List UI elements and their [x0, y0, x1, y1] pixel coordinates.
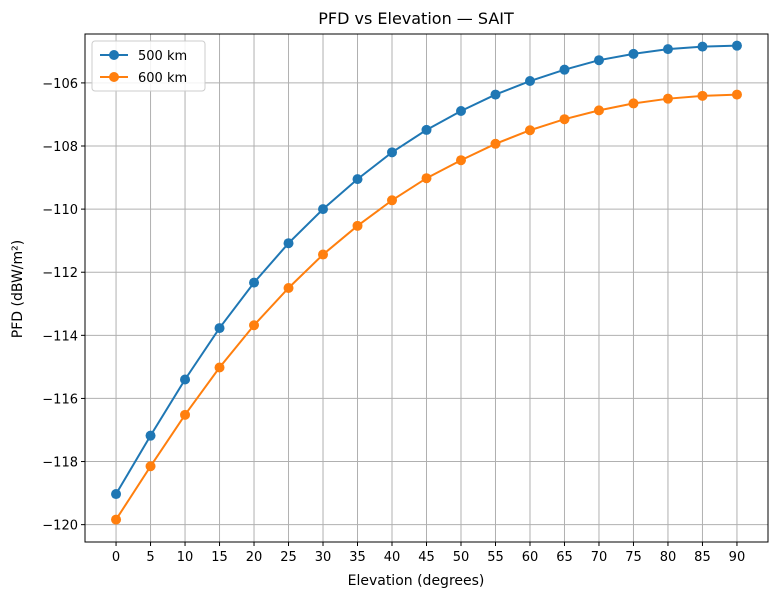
data-point	[593, 105, 604, 116]
data-point	[524, 125, 535, 136]
x-tick-label: 35	[349, 550, 366, 565]
x-tick-label: 20	[246, 550, 263, 565]
data-point	[318, 249, 329, 260]
x-tick-label: 10	[177, 550, 194, 565]
data-point	[145, 430, 156, 441]
legend-box	[91, 40, 206, 92]
data-point	[662, 93, 673, 104]
data-point	[559, 64, 570, 75]
series-600-km	[111, 89, 742, 525]
data-point	[421, 124, 432, 135]
x-tick-label: 80	[660, 550, 677, 565]
x-tick-label: 55	[487, 550, 504, 565]
y-tick-label: −120	[42, 519, 78, 534]
axis-ticks: 0 5 10 15 20 25 30 35 40 45 50 55 60 65 70 75 80 85 90 −120…	[42, 77, 745, 565]
data-point	[283, 238, 294, 249]
series-500-km	[111, 40, 742, 500]
x-tick-label: 5	[146, 550, 154, 565]
y-tick-label: −108	[42, 140, 78, 155]
data-point	[490, 89, 501, 100]
data-point	[662, 44, 673, 55]
data-point	[111, 514, 122, 525]
data-point	[180, 409, 191, 420]
data-point	[731, 40, 742, 51]
grid-lines	[85, 34, 768, 542]
data-point	[214, 362, 225, 373]
legend-marker	[109, 50, 119, 60]
data-point	[249, 277, 260, 288]
x-tick-label: 60	[522, 550, 539, 565]
legend-marker	[109, 72, 119, 82]
x-tick-label: 40	[384, 550, 401, 565]
y-tick-label: −118	[42, 456, 78, 471]
x-tick-label: 85	[694, 550, 711, 565]
data-point	[214, 323, 225, 334]
data-point	[111, 489, 122, 500]
data-point	[249, 320, 260, 331]
data-point	[387, 195, 398, 206]
y-tick-label: −106	[42, 77, 78, 92]
x-tick-label: 30	[315, 550, 332, 565]
data-point	[352, 174, 363, 185]
data-point	[283, 283, 294, 293]
x-tick-label: 70	[591, 550, 608, 565]
legend: 500 km 600 km	[91, 40, 206, 92]
data-point	[628, 98, 639, 109]
legend-label: 500 km	[138, 49, 187, 64]
y-tick-label: −112	[42, 266, 78, 281]
x-tick-label: 65	[556, 550, 573, 565]
data-point	[180, 374, 191, 385]
data-point	[697, 90, 708, 101]
data-point	[145, 461, 156, 472]
x-axis-label: Elevation (degrees)	[348, 573, 485, 589]
data-point	[421, 173, 432, 184]
x-tick-label: 75	[625, 550, 642, 565]
data-point	[628, 48, 639, 59]
data-point	[387, 147, 398, 158]
x-tick-label: 90	[729, 550, 746, 565]
data-point	[731, 89, 742, 100]
data-point	[318, 204, 329, 215]
x-tick-label: 15	[211, 550, 228, 565]
x-tick-label: 0	[112, 550, 120, 565]
chart-title: PFD vs Elevation — SAIT	[318, 9, 514, 28]
data-point	[593, 55, 604, 66]
data-point	[524, 76, 535, 87]
data-point	[490, 138, 501, 149]
data-point	[559, 114, 570, 125]
data-point	[352, 220, 363, 231]
data-point	[697, 41, 708, 52]
legend-label: 600 km	[138, 71, 187, 86]
data-point	[455, 105, 466, 116]
series-layer	[111, 40, 742, 525]
x-tick-label: 50	[453, 550, 470, 565]
data-point	[455, 155, 466, 166]
y-tick-label: −114	[42, 329, 78, 344]
y-axis-label: PFD (dBW/m²)	[10, 240, 26, 338]
y-tick-label: −116	[42, 392, 78, 407]
x-tick-label: 45	[418, 550, 435, 565]
x-tick-label: 25	[280, 550, 297, 565]
y-tick-label: −110	[42, 203, 78, 218]
